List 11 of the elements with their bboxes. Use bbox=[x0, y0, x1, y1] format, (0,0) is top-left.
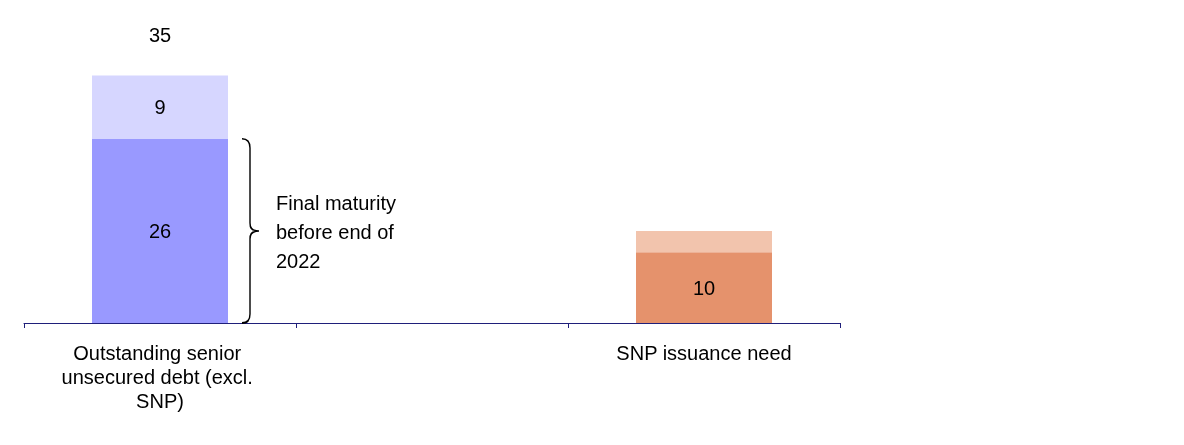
total-label: 35 bbox=[148, 24, 172, 47]
bar bbox=[636, 231, 772, 253]
bar bbox=[92, 139, 228, 323]
x-tick-label: Outstanding senior unsecured debt (excl. SNP) bbox=[61, 342, 259, 412]
annotation: Final maturity before end of 2022 bbox=[276, 191, 398, 274]
bar bbox=[92, 75, 228, 140]
data-label: 26 bbox=[148, 220, 172, 243]
data-label: 9 bbox=[154, 96, 166, 119]
x-tick-label: SNP issuance need bbox=[616, 342, 792, 364]
bar bbox=[636, 252, 772, 323]
data-label: 10 bbox=[692, 276, 716, 299]
